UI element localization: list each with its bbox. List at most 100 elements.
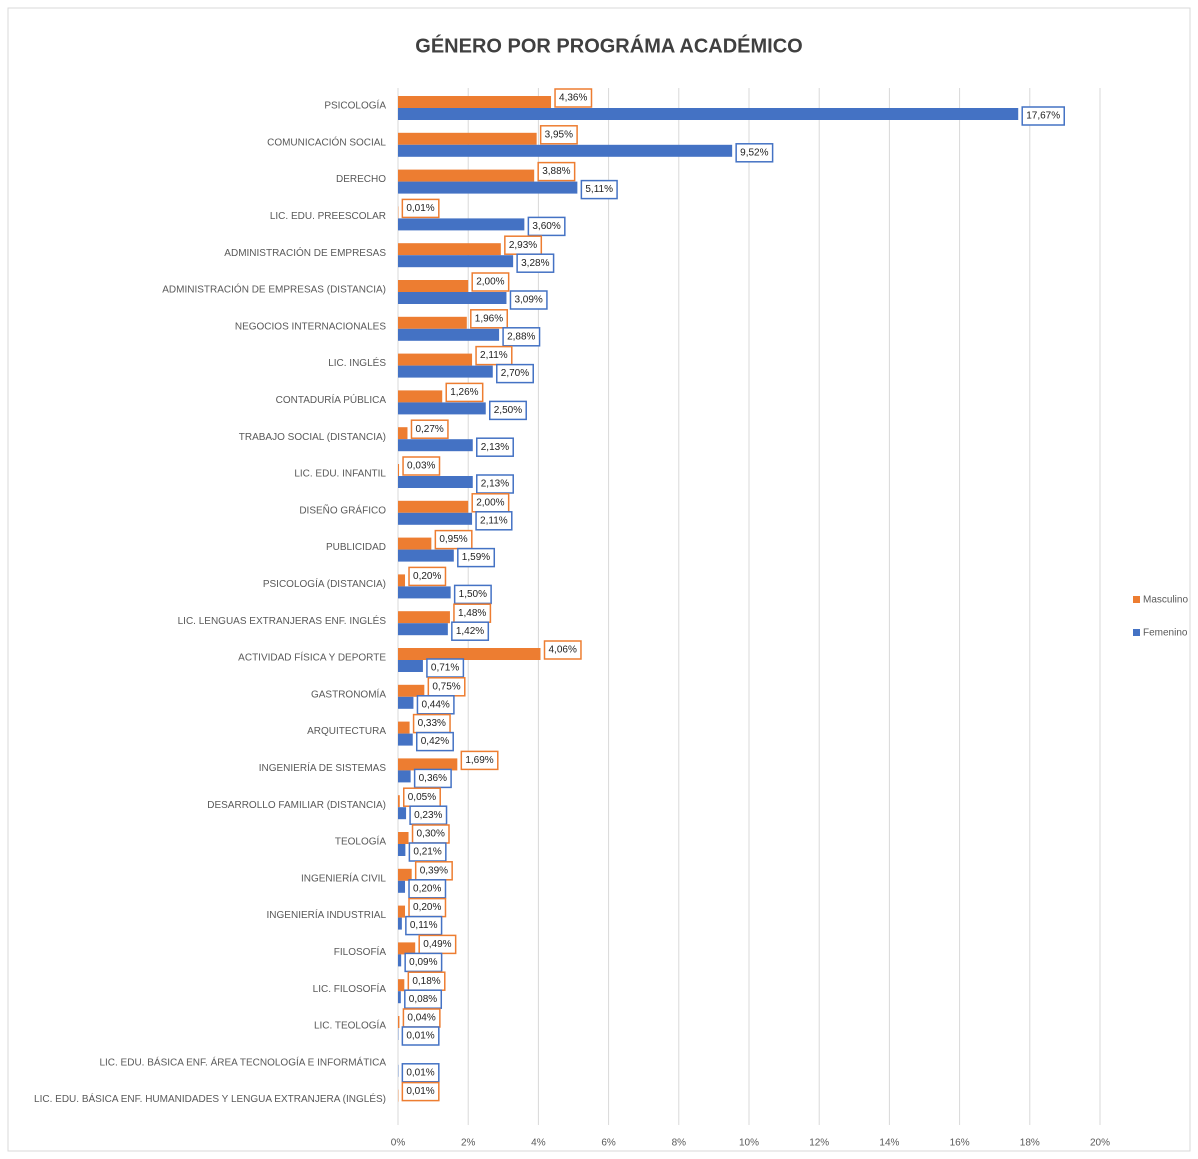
data-label: 0,01% <box>406 203 434 214</box>
data-label-box <box>457 547 496 568</box>
data-label: 2,50% <box>494 405 522 416</box>
data-label: 3,95% <box>545 129 573 140</box>
data-label-box <box>426 658 465 678</box>
y-tick-label: FILOSOFÍA <box>334 945 387 958</box>
y-tick-label: INGENIERÍA CIVIL <box>301 871 386 884</box>
bar <box>398 844 406 856</box>
data-label: 0,75% <box>432 681 460 692</box>
y-tick-label: DISEÑO GRÁFICO <box>299 503 386 516</box>
data-label: 0,01% <box>406 1067 434 1078</box>
y-tick-label: COMUNICACIÓN SOCIAL <box>267 135 386 148</box>
data-label: 9,52% <box>740 147 768 158</box>
y-tick-label: DERECHO <box>336 174 386 185</box>
data-label-box <box>580 179 618 200</box>
data-label: 0,01% <box>406 1031 434 1042</box>
legend-label: Masculino <box>1143 595 1188 606</box>
x-tick-label: 18% <box>1020 1138 1040 1149</box>
data-label: 2,88% <box>507 331 535 342</box>
data-label: 1,69% <box>465 755 493 766</box>
bar <box>398 243 501 256</box>
y-tick-label: LIC. LENGUAS EXTRANJERAS ENF. INGLÉS <box>178 614 387 627</box>
data-label: 1,59% <box>462 552 490 563</box>
data-label: 0,09% <box>409 957 437 968</box>
bar <box>398 476 473 488</box>
bar <box>398 96 552 108</box>
data-label: 2,13% <box>481 442 509 453</box>
bar <box>398 795 400 808</box>
legend-label: Femenino <box>1143 628 1188 639</box>
bar <box>398 500 469 513</box>
data-label: 0,01% <box>406 1086 434 1097</box>
data-label: 3,88% <box>542 166 570 177</box>
y-tick-label: ADMINISTRACIÓN DE EMPRESAS (DISTANCIA) <box>162 283 386 296</box>
bar <box>398 255 514 268</box>
bar <box>398 917 402 930</box>
data-label: 0,42% <box>421 736 449 747</box>
data-label: 0,05% <box>408 792 436 803</box>
data-label-box <box>404 989 443 1009</box>
bar <box>398 611 450 624</box>
y-tick-label: ACTIVIDAD FÍSICA Y DEPORTE <box>238 651 386 664</box>
data-label: 3,60% <box>532 221 560 232</box>
x-tick-label: 8% <box>672 1138 687 1149</box>
y-tick-label: LIC. TEOLOGÍA <box>314 1019 386 1032</box>
data-label: 2,93% <box>509 240 537 251</box>
bar <box>398 660 423 672</box>
bar <box>398 316 467 329</box>
bar <box>398 439 473 452</box>
x-tick-label: 0% <box>391 1138 406 1149</box>
bar <box>398 132 537 145</box>
data-label: 0,39% <box>420 865 448 876</box>
x-tick-label: 2% <box>461 1138 476 1149</box>
data-label-box <box>489 400 527 421</box>
y-tick-label: LIC. EDU. BÁSICA ENF. ÁREA TECNOLOGÍA E … <box>99 1055 386 1068</box>
data-label-box <box>401 1081 440 1102</box>
data-label-box <box>453 584 492 605</box>
data-label: 0,36% <box>419 773 447 784</box>
data-label: 0,03% <box>407 461 435 472</box>
data-label: 0,08% <box>409 994 437 1005</box>
data-label: 2,00% <box>476 277 504 288</box>
bar <box>398 954 402 967</box>
bar <box>398 721 410 734</box>
data-label: 0,04% <box>407 1013 435 1024</box>
data-label-box <box>475 345 513 366</box>
y-tick-label: CONTADURÍA PÚBLICA <box>276 393 387 406</box>
bar <box>398 1016 400 1028</box>
bar <box>398 770 411 783</box>
bar <box>398 427 408 440</box>
legend-swatch <box>1133 629 1140 636</box>
data-label: 2,13% <box>481 479 509 490</box>
y-tick-label: LIC. INGLÉS <box>328 356 386 369</box>
data-label: 1,50% <box>459 589 487 600</box>
data-label-box <box>401 1063 440 1083</box>
bar <box>398 574 406 587</box>
data-label-box <box>502 327 541 347</box>
data-label-box <box>415 731 454 752</box>
data-label: 0,95% <box>439 534 467 545</box>
bar <box>398 880 406 893</box>
bar <box>398 108 1019 120</box>
data-label-box <box>408 879 447 899</box>
data-label: 1,96% <box>475 313 503 324</box>
chart-frame <box>7 7 1191 1152</box>
data-label-box <box>460 750 499 771</box>
data-label: 1,26% <box>450 387 478 398</box>
bar <box>398 905 406 918</box>
x-tick-label: 20% <box>1090 1138 1110 1149</box>
y-tick-label: LIC. FILOSOFÍA <box>313 982 387 995</box>
bar <box>398 832 409 844</box>
data-label: 0,21% <box>413 847 441 858</box>
bar <box>398 696 414 709</box>
bar <box>398 623 448 636</box>
data-label-box <box>401 1026 440 1046</box>
data-label: 0,23% <box>414 810 442 821</box>
data-label-box <box>1021 106 1065 126</box>
data-label-box <box>476 474 514 494</box>
y-tick-label: GASTRONOMÍA <box>311 687 386 700</box>
bar <box>398 144 733 157</box>
data-label-box <box>408 566 447 587</box>
data-label: 2,11% <box>480 350 508 361</box>
bar <box>398 181 578 194</box>
bar <box>398 942 416 955</box>
